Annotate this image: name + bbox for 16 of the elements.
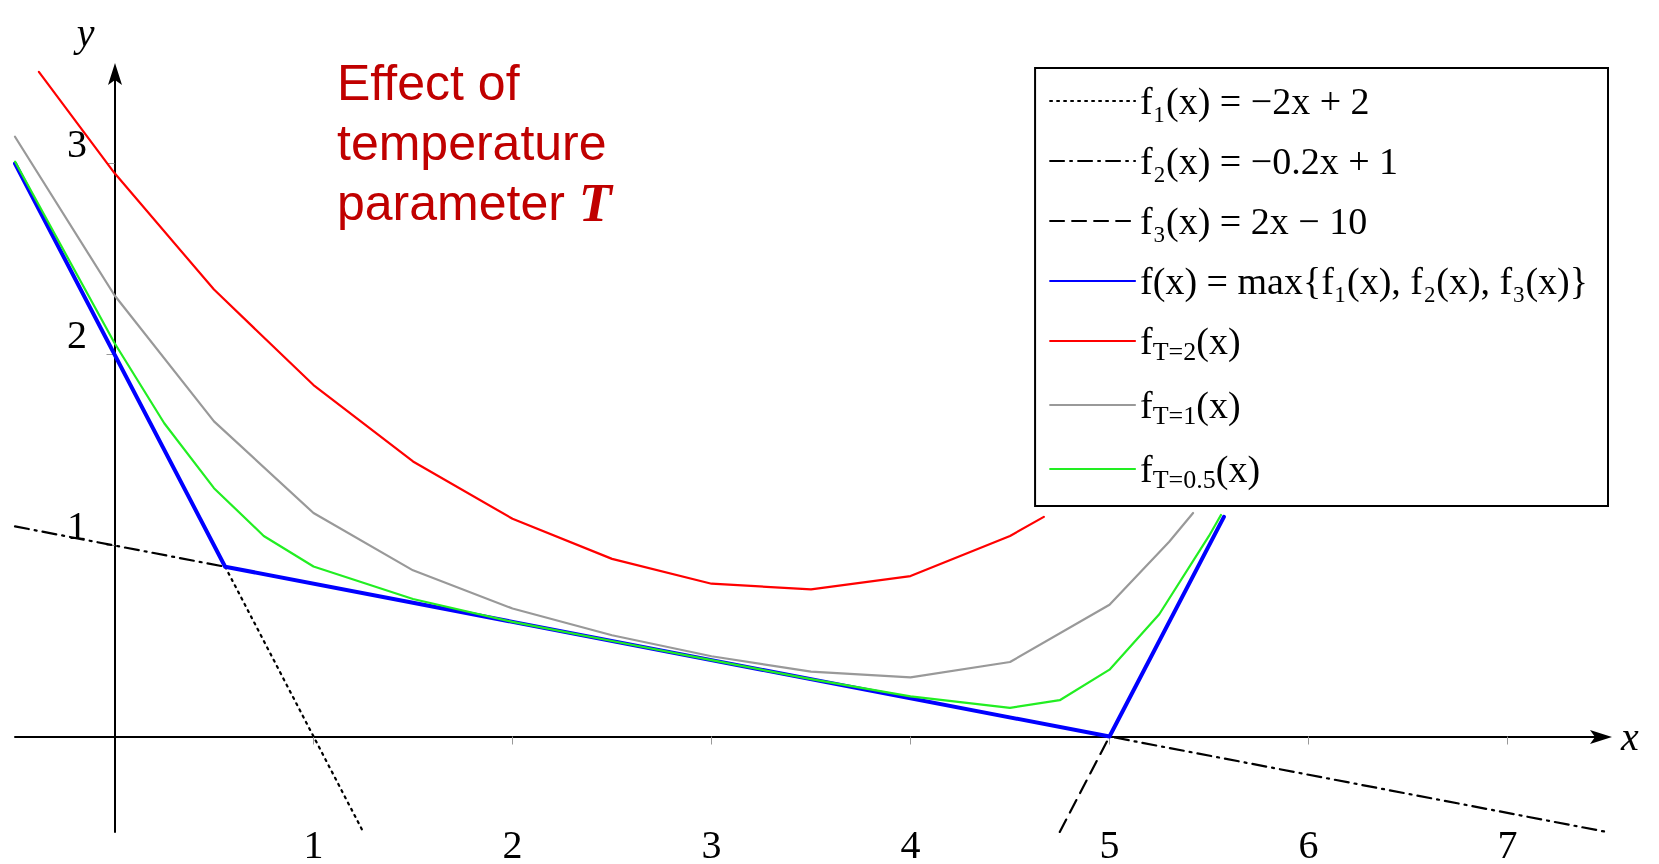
- x-tick-label: 6: [1298, 821, 1319, 864]
- x-tick-label: 7: [1497, 821, 1518, 864]
- y-tick-label: 2: [67, 312, 87, 357]
- x-tick-label: 4: [900, 821, 921, 864]
- text: Effect of temperature parameter T: [337, 55, 621, 233]
- x-tick-label: 2: [502, 821, 523, 864]
- x-tick-label: 3: [701, 821, 722, 864]
- legend-label: f(x) = max{f₁(x), f₂(x), f₃(x)}: [1140, 260, 1589, 303]
- x-axis-title: x: [1620, 714, 1639, 759]
- y-axis-title: y: [72, 9, 95, 55]
- y-tick-label: 3: [67, 121, 87, 166]
- legend-label: f₁(x) = −2x + 2: [1140, 80, 1370, 123]
- x-tick-label: 1: [303, 821, 324, 864]
- x-tick-label: 5: [1099, 821, 1120, 864]
- legend-label: f₃(x) = 2x − 10: [1140, 200, 1368, 243]
- legend-label: f₂(x) = −0.2x + 1: [1140, 140, 1399, 183]
